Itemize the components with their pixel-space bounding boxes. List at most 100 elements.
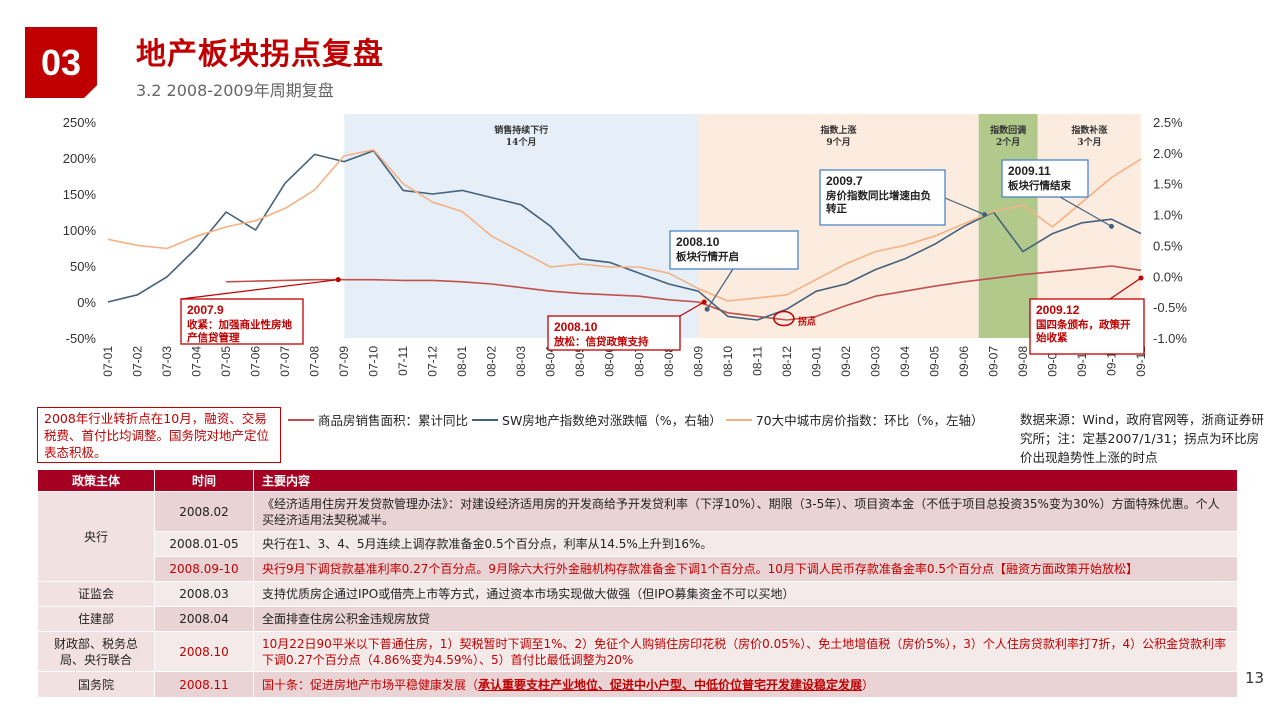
content-cell: 《经济适用住房开发贷款管理办法》：对建设经济适用房的开发商给予开发贷利率（下浮1…	[253, 491, 1238, 532]
source-note: 数据来源：Wind，政府官网等，浙商证券研究所；注：定基2007/1/31；拐点…	[1020, 412, 1264, 465]
phase-duration: 3个月	[1077, 136, 1101, 148]
header-subject: 政策主体	[37, 469, 155, 492]
time-cell: 2008.09-10	[154, 556, 254, 582]
subject-cell: 央行	[37, 491, 155, 582]
x-axis-tick: 08-02	[485, 346, 499, 377]
x-axis-tick: 09-02	[839, 346, 853, 377]
annotation-box	[547, 315, 681, 351]
phase-duration: 14个月	[506, 136, 537, 148]
table-row: 住建部 2008.04 全面排查住房公积金违规房放贷	[37, 606, 1238, 632]
x-axis-tick: 07-11	[396, 346, 410, 376]
annotation-arrow	[180, 279, 339, 300]
annotation-arrow-head	[1138, 275, 1144, 281]
time-cell: 2008.11	[154, 671, 254, 698]
annotation-text: 国四条颁布，政策开	[1036, 318, 1131, 331]
phase-band	[978, 114, 1038, 338]
phase-label: 指数回调	[990, 124, 1026, 136]
phase-label: 销售持续下行	[494, 124, 548, 136]
legend-label-sw-index: SW房地产指数绝对涨跌幅（%，右轴）	[502, 413, 722, 428]
annotation-text: 房价指数同比增速由负	[826, 189, 931, 202]
annotation-box	[669, 230, 799, 270]
time-cell: 2008.01-05	[154, 531, 254, 557]
content-cell: 支持优质房企通过IPO或借壳上市等方式，通过资本市场实现做大做强（但IPO募集资…	[253, 581, 1238, 607]
content-post: ）	[862, 677, 875, 692]
x-axis-tick: 09-03	[868, 346, 882, 377]
annotation-text: 板块行情结束	[1008, 179, 1071, 192]
annotation-text: 板块行情开启	[676, 250, 739, 263]
phase-label: 指数补涨	[1071, 124, 1108, 136]
annotation-arrow	[1109, 277, 1142, 300]
annotation-title: 2009.7	[826, 174, 863, 188]
table-row: 国务院 2008.11 国十条：促进房地产市场平稳健康发展（承认重要支柱产业地位…	[37, 671, 1238, 698]
page-title: 地产板块拐点复盘	[136, 37, 384, 72]
x-axis-tick: 07-12	[426, 346, 440, 377]
table-row: 证监会 2008.03 支持优质房企通过IPO或借壳上市等方式，通过资本市场实现…	[37, 581, 1238, 607]
x-axis-tick: 08-01	[455, 346, 469, 377]
x-axis-tick: 08-06	[603, 346, 617, 377]
policy-table: 政策主体 时间 主要内容 央行 2008.02 《经济适用住房开发贷款管理办法》…	[37, 469, 1238, 698]
annotation-title: 2007.9	[187, 303, 224, 317]
annotation-arrow-head	[335, 277, 341, 283]
x-axis-tick: 07-05	[219, 346, 233, 377]
annotation-box	[1001, 159, 1089, 198]
content-cell: 央行在1、3、4、5月连续上调存款准备金0.5个百分点，利率从14.5%上升到1…	[253, 531, 1238, 557]
x-axis-tick: 08-11	[750, 346, 764, 376]
page-subtitle: 3.2 2008-2009年周期复盘	[136, 81, 334, 100]
right-axis-tick: 2.5%	[1153, 115, 1183, 130]
x-axis-tick: 08-12	[780, 346, 794, 377]
right-axis-tick: 0.0%	[1153, 269, 1183, 284]
left-axis-tick: 100%	[63, 223, 97, 238]
left-axis-tick: 150%	[63, 187, 97, 202]
x-axis-tick: 07-07	[278, 346, 292, 377]
x-axis-tick: 09-06	[957, 346, 971, 377]
page-number: 13	[1245, 669, 1265, 687]
x-axis-tick: 07-06	[249, 346, 263, 377]
x-axis-tick: 08-03	[514, 346, 528, 377]
right-axis-tick: 1.5%	[1153, 177, 1183, 192]
content-cell: 全面排查住房公积金违规房放贷	[253, 606, 1238, 632]
content-pre: 国十条：促进房地产市场平稳健康发展（	[262, 677, 479, 692]
x-axis-tick: 09-07	[986, 346, 1000, 377]
content-cell: 央行9月下调贷款基准利率0.27个百分点。9月除六大行外金融机构存款准备金下调1…	[253, 556, 1238, 582]
legend-item-sw-index: SW房地产指数绝对涨跌幅（%，右轴）	[472, 410, 722, 429]
turning-point-note: 2008年行业转折点在10月，融资、交易税费、首付比均调整。国务院对地产定位表态…	[37, 407, 281, 463]
x-axis-tick: 07-02	[131, 346, 145, 377]
x-axis-tick: 07-08	[308, 346, 322, 377]
annotation-arrow-head	[701, 299, 707, 305]
time-cell: 2008.10	[154, 631, 254, 672]
legend-item-price-index: 70大中城市房价指数：环比（%，左轴）	[725, 410, 984, 429]
annotation-arrow	[1059, 196, 1112, 227]
subject-cell: 证监会	[37, 581, 155, 607]
x-axis-tick: 07-04	[190, 346, 204, 377]
table-row: 央行 2008.02 《经济适用住房开发贷款管理办法》：对建设经济适用房的开发商…	[37, 491, 1238, 582]
left-axis-tick: 200%	[63, 151, 97, 166]
right-axis-tick: 2.0%	[1153, 146, 1183, 161]
table-row: 2008.01-05 央行在1、3、4、5月连续上调存款准备金0.5个百分点，利…	[38, 531, 1238, 557]
x-axis-tick: 07-09	[337, 346, 351, 377]
left-axis-tick: -50%	[66, 331, 97, 346]
annotation-title: 2008.10	[676, 235, 720, 249]
left-axis-tick: 50%	[70, 259, 96, 274]
right-axis-tick: -0.5%	[1153, 300, 1187, 315]
series-line-3	[107, 149, 1142, 302]
phase-duration: 9个月	[826, 136, 850, 148]
section-badge: 03	[25, 27, 97, 98]
annotation-title: 2008.10	[554, 320, 598, 334]
content-cell: 国十条：促进房地产市场平稳健康发展（承认重要支柱产业地位、促进中小户型、中低价位…	[253, 671, 1238, 698]
annotation-text: 转正	[826, 202, 847, 215]
x-axis-tick: 08-10	[721, 346, 735, 377]
annotation-text: 产信贷管理	[187, 331, 240, 344]
x-axis-tick: 09-05	[927, 346, 941, 377]
annotation-text: 收紧：加强商业性房地	[187, 318, 292, 331]
annotation-text: 始收紧	[1036, 331, 1068, 344]
x-axis-tick: 09-01	[809, 346, 823, 377]
annotation-arrow	[706, 268, 734, 310]
right-axis-tick: 0.5%	[1153, 238, 1183, 253]
annotation-text: 放松：信贷政策支持	[553, 335, 649, 348]
right-axis-tick: -1.0%	[1153, 331, 1187, 346]
x-axis-tick: 08-08	[662, 346, 676, 377]
table-header-row: 政策主体 时间 主要内容	[37, 469, 1238, 492]
annotation-box	[1029, 298, 1145, 355]
x-axis-tick: 08-07	[632, 346, 646, 377]
legend-label-price-index: 70大中城市房价指数：环比（%，左轴）	[755, 413, 984, 428]
